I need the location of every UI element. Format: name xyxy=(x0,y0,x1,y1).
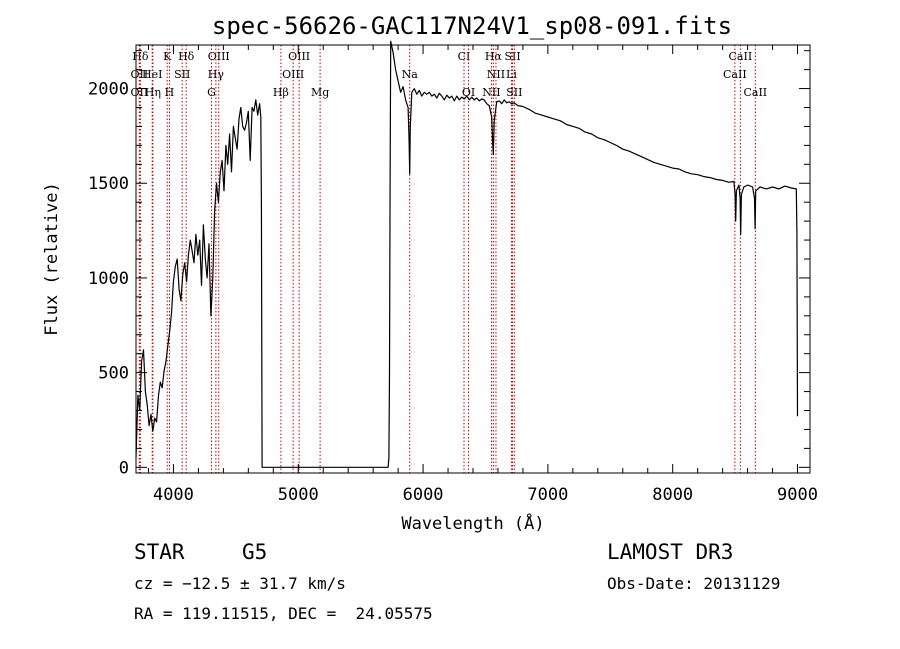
y-tick-label: 2000 xyxy=(88,80,129,100)
chart-title: spec-56626-GAC117N24V1_sp08-091.fits xyxy=(212,12,732,40)
redshift-text: cz = −12.5 ± 31.7 km/s xyxy=(134,574,346,593)
y-tick-label: 0 xyxy=(119,458,129,478)
spectral-line-label: Li xyxy=(506,68,517,81)
spectral-line-label: SII xyxy=(506,86,522,99)
y-tick-label: 500 xyxy=(98,364,129,384)
axis-ticks: 4000 5000 6000 7000 8000 9000 0 500 1000 1500 2000 xyxy=(88,45,818,505)
object-subclass: G5 xyxy=(242,540,268,564)
spectral-line-label: OIII xyxy=(282,68,304,81)
x-tick-label: 9000 xyxy=(777,485,818,505)
spectral-line-label: NII xyxy=(487,68,505,81)
plot-frame xyxy=(135,44,811,474)
x-tick-label: 8000 xyxy=(652,485,693,505)
spectral-line-label: Na xyxy=(402,68,419,81)
spectral-line-label: NII xyxy=(482,86,500,99)
spectral-line-label: CaII xyxy=(743,86,767,99)
y-axis-label: Flux (relative) xyxy=(42,182,62,336)
spectral-line-label: CaII xyxy=(729,50,753,63)
x-axis-label: Wavelength (Å) xyxy=(401,512,544,534)
spectral-line-label: OIII xyxy=(288,50,310,63)
spectral-line-label: OIII xyxy=(208,50,230,63)
spectral-line-label: Hη xyxy=(145,86,161,99)
y-tick-label: 1000 xyxy=(88,269,129,289)
spectral-line-label: Hγ xyxy=(208,68,225,81)
spectral-line-label: OI xyxy=(462,86,475,99)
spectral-line-label: K xyxy=(163,50,172,63)
x-tick-label: 4000 xyxy=(153,485,194,505)
spectral-line-label: Mg xyxy=(311,86,329,99)
spectral-line-label: H xyxy=(165,86,175,99)
spectral-line-label: OII xyxy=(131,86,149,99)
x-tick-label: 7000 xyxy=(527,485,568,505)
x-tick-label: 5000 xyxy=(278,485,319,505)
x-tick-label: 6000 xyxy=(403,485,444,505)
spectral-line-label: SII xyxy=(174,68,190,81)
spectral-line-label: Hβ xyxy=(273,86,289,99)
spectral-line-label: HeI xyxy=(142,68,162,81)
y-tick-label: 1500 xyxy=(88,174,129,194)
spectral-line-label: CI xyxy=(458,50,471,63)
survey-name: LAMOST DR3 xyxy=(607,540,734,564)
spectral-line-label: G xyxy=(207,86,216,99)
obs-date-text: Obs-Date: 20131129 xyxy=(607,574,781,593)
flux-series xyxy=(135,40,799,468)
spectral-line-label: Hδ xyxy=(178,50,195,63)
spectral-line-label: SII xyxy=(504,50,520,63)
spectral-line-label: Hα xyxy=(485,50,503,63)
flux-line xyxy=(135,40,799,468)
spectral-line-label: CaII xyxy=(723,68,747,81)
spectral-line-label: Hδ xyxy=(132,50,149,63)
object-class: STAR xyxy=(134,540,185,564)
coordinates-text: RA = 119.11515, DEC = 24.05575 xyxy=(134,604,433,623)
